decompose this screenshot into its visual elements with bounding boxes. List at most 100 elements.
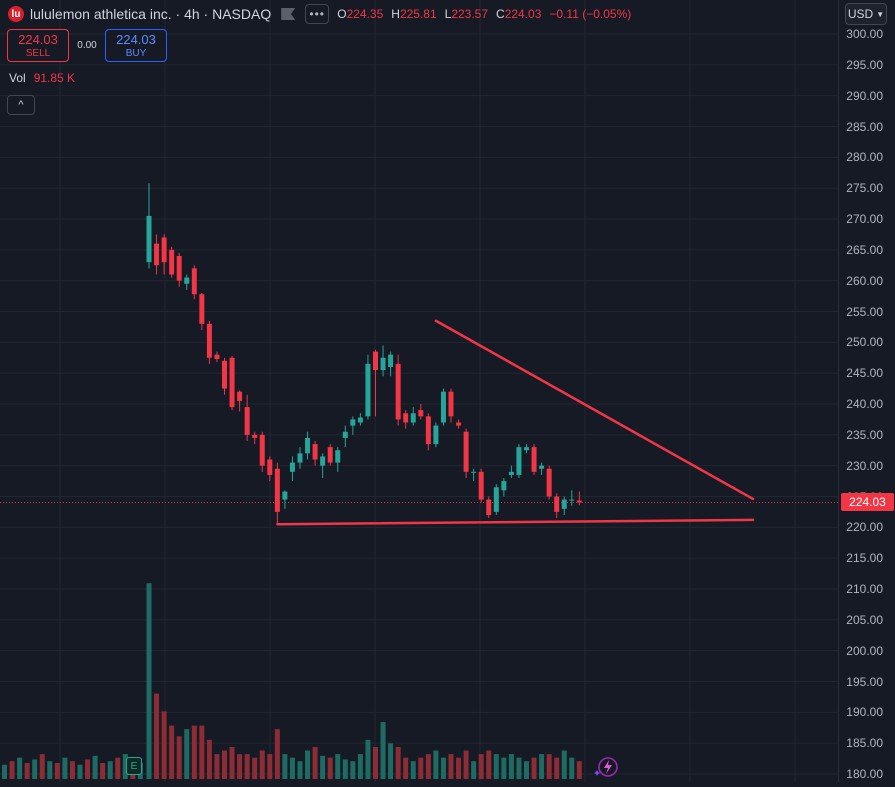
trendlines[interactable] [276, 319, 755, 526]
volume-bar [493, 754, 499, 779]
flag-icon[interactable] [281, 8, 296, 20]
volume-bar [54, 762, 60, 779]
candle-body [410, 413, 416, 423]
volume-bar [252, 757, 258, 779]
volume-bar [546, 754, 552, 779]
candle [199, 293, 205, 330]
candle [493, 484, 499, 515]
volume-bar [161, 711, 167, 779]
candle-body [244, 407, 250, 435]
chart-area[interactable] [0, 0, 838, 782]
candle [463, 428, 469, 478]
candle-body [501, 481, 507, 491]
volume-bar [448, 754, 454, 779]
candle [365, 354, 371, 420]
candle-body [448, 391, 454, 417]
ohlc-close: C224.03 [496, 7, 541, 21]
sell-label: SELL [25, 48, 51, 59]
volume-bar [24, 762, 30, 779]
volume-bar [418, 757, 424, 779]
more-options-icon[interactable]: ••• [305, 4, 330, 24]
candle-body [161, 237, 167, 263]
ohlc-low: L223.57 [445, 7, 488, 21]
earnings-marker-icon[interactable]: E [126, 757, 142, 775]
volume-bar [69, 761, 75, 779]
price-tick-label: 205.00 [846, 612, 883, 627]
volume-bar [539, 754, 545, 779]
volume-bar [214, 754, 220, 779]
candle-body [146, 215, 152, 263]
volume-bar [289, 757, 295, 779]
volume-bar [531, 757, 537, 779]
candle-body [154, 243, 160, 266]
sell-button[interactable]: 224.03 SELL [7, 29, 69, 62]
candle-body [516, 447, 522, 475]
price-tick-label: 200.00 [846, 643, 883, 658]
currency-selector[interactable]: USD ▼ [845, 3, 887, 25]
volume-bar [39, 754, 45, 779]
candle [539, 462, 545, 475]
collapse-legend-button[interactable]: ^ [7, 95, 35, 115]
trendline[interactable] [434, 319, 755, 501]
volume-bar [274, 729, 280, 779]
candle [576, 491, 582, 506]
candle-body [297, 453, 303, 463]
candle-body [569, 499, 575, 501]
price-tick-label: 190.00 [846, 705, 883, 720]
candle-body [508, 471, 514, 475]
candle-body [327, 447, 333, 463]
candle [448, 388, 454, 423]
volume-bar [569, 757, 575, 779]
candle-body [305, 437, 311, 454]
symbol-title[interactable]: lululemon athletica inc. · 4h · NASDAQ [30, 6, 272, 22]
currency-label: USD [847, 7, 874, 21]
candle [569, 490, 575, 506]
candle-body [274, 468, 280, 512]
volume-bar [100, 762, 106, 779]
volume-legend[interactable]: Vol 91.85 K [9, 71, 75, 85]
candle [191, 265, 197, 300]
volume-bar [2, 764, 7, 779]
candle [471, 468, 477, 482]
ohlc-key: O [337, 7, 347, 21]
candle [350, 416, 356, 435]
candle-body [222, 360, 227, 389]
volume-bar [456, 757, 462, 779]
volume-bar [17, 757, 23, 779]
candle-body [418, 410, 424, 417]
price-tick-label: 220.00 [846, 520, 883, 535]
candle-body [176, 256, 182, 281]
candle [425, 413, 431, 451]
volume-bar [425, 754, 431, 779]
events-lightning-icon[interactable] [593, 756, 621, 778]
trendline[interactable] [276, 518, 755, 526]
price-axis[interactable]: USD ▼ 300.00 295.00 290.00 285.00 280.00 275.0… [838, 0, 895, 782]
candle [486, 496, 492, 519]
candle-body [350, 419, 356, 426]
spread-value: 0.00 [77, 40, 97, 51]
candle [546, 465, 552, 500]
candle [531, 444, 537, 475]
candle-body [388, 354, 394, 367]
volume-bar [373, 746, 378, 779]
candle [146, 183, 152, 269]
candle [169, 246, 175, 278]
price-tick-label: 265.00 [846, 242, 883, 257]
price-tick-label: 255.00 [846, 304, 883, 319]
price-tick-label: 260.00 [846, 273, 883, 288]
buy-button[interactable]: 224.03 BUY [105, 29, 167, 62]
volume-bar [267, 754, 273, 779]
volume-bar [107, 761, 113, 779]
candle-body [373, 351, 378, 371]
candle [289, 456, 295, 482]
candle-body [237, 391, 243, 401]
candle [433, 422, 439, 448]
candle [388, 351, 394, 377]
candle [327, 444, 333, 466]
volume-bar [342, 759, 348, 779]
price-tick-label: 230.00 [846, 458, 883, 473]
sell-price: 224.03 [18, 32, 58, 47]
price-chart[interactable] [0, 0, 838, 782]
candle [395, 354, 401, 426]
price-tick-label: 285.00 [846, 119, 883, 134]
